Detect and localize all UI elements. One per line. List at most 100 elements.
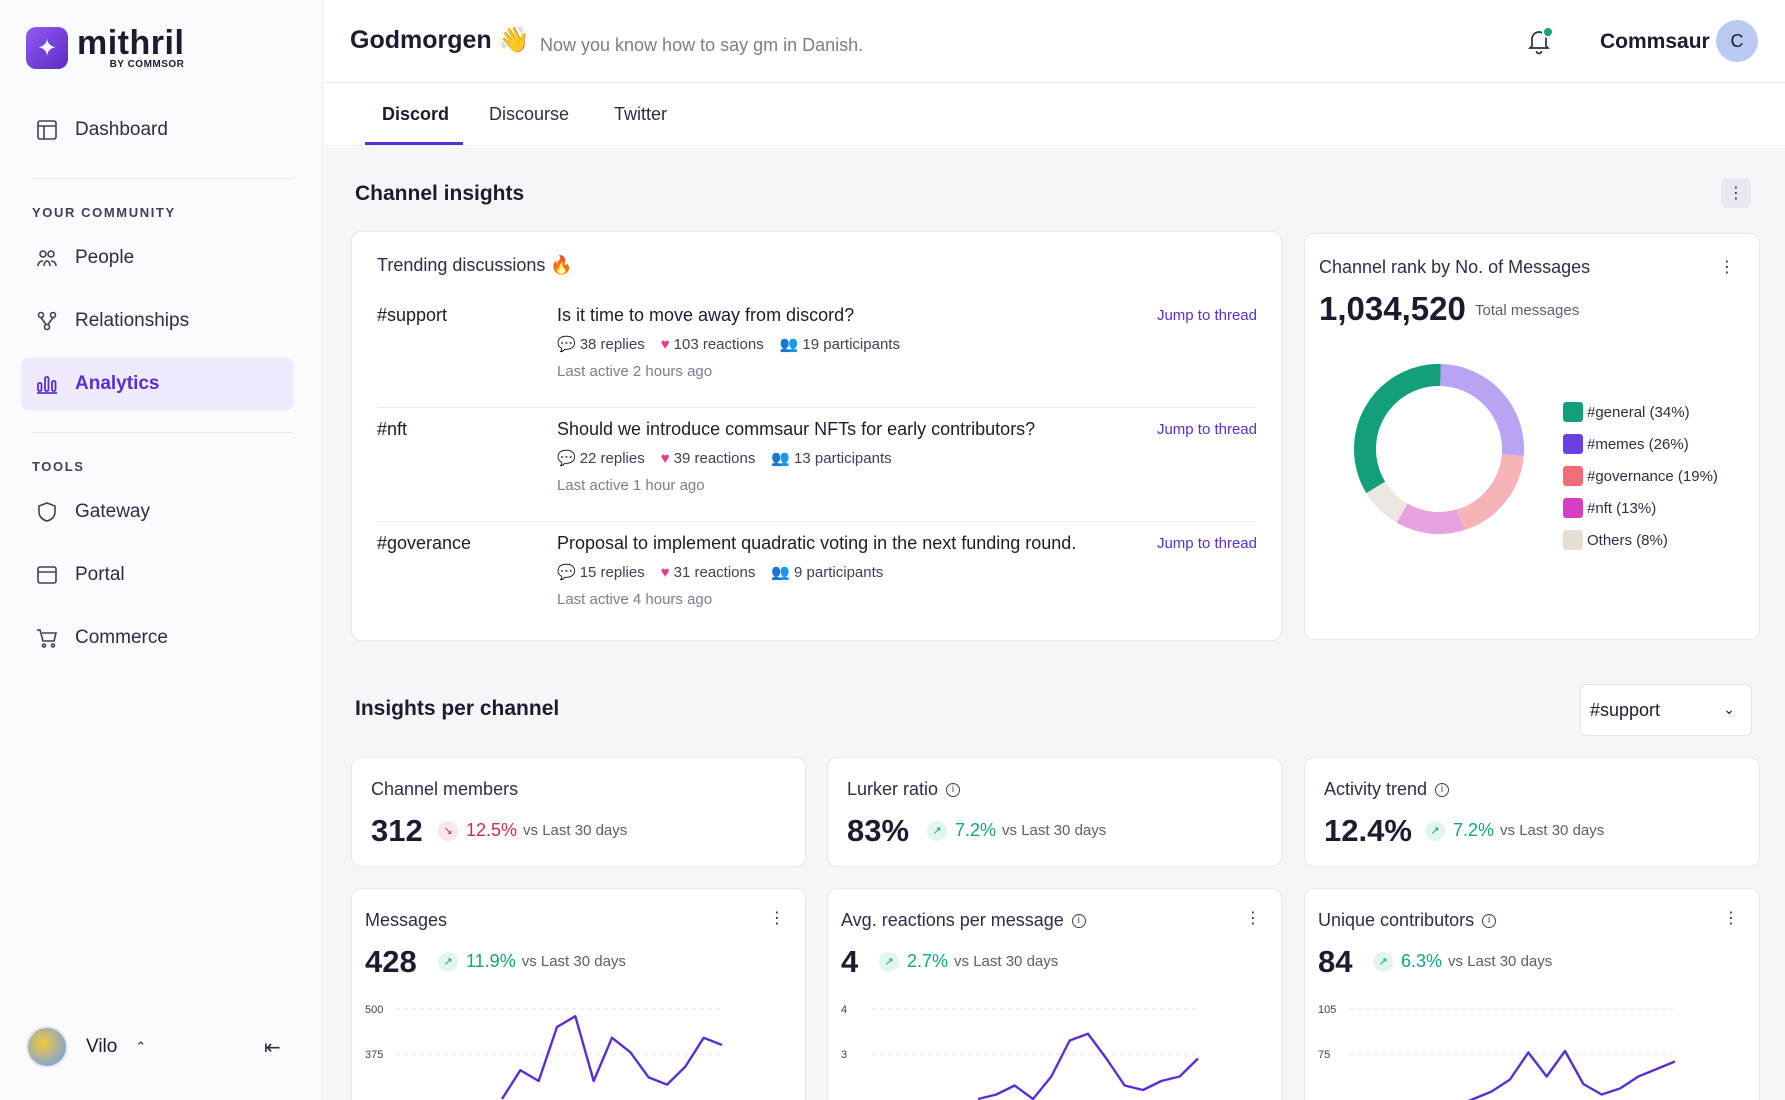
tab-discord[interactable]: Discord <box>382 104 450 124</box>
info-icon[interactable]: i <box>1482 913 1497 928</box>
donut-slice[interactable] <box>1354 364 1441 494</box>
arrow-up-right-icon: ↗ <box>1373 951 1393 972</box>
kpi-delta: ↗ 11.9% vs Last 30 days <box>438 951 626 972</box>
chevron-up-icon: ⌃ <box>135 1039 147 1054</box>
users-icon: 👥 <box>771 450 791 467</box>
kpi-delta: ↘ 12.5% vs Last 30 days <box>438 820 627 841</box>
kpi-delta: ↗ 2.7% vs Last 30 days <box>879 951 1058 972</box>
thread-title[interactable]: Proposal to implement quadratic voting i… <box>557 533 1077 553</box>
donut-slice[interactable] <box>1439 364 1524 457</box>
donut-chart <box>1354 364 1524 534</box>
user-menu[interactable]: Vilo ⌃ <box>26 1026 146 1068</box>
comment-icon: 💬 <box>557 564 576 581</box>
sidebar-item-label: Relationships <box>75 310 190 331</box>
channel-select-value: #support <box>1590 699 1661 720</box>
kpi-title: Avg. reactions per message i <box>841 910 1086 931</box>
legend-swatch <box>1563 466 1583 486</box>
sparkle-icon: ✦ <box>26 27 68 69</box>
jump-to-thread-link[interactable]: Jump to thread <box>1156 307 1257 324</box>
greeting: Godmorgen 👋 <box>350 26 530 54</box>
bar-chart-icon <box>35 372 59 396</box>
logo[interactable]: ✦ mithril BY COMMSOR <box>26 26 184 70</box>
tab-twitter[interactable]: Twitter <box>614 104 668 124</box>
more-options-icon[interactable]: ⋮ <box>1719 259 1735 276</box>
legend-label: #governance (19%) <box>1587 467 1718 485</box>
thread-meta: 💬 15 replies ♥ 31 reactions 👥 9 participant… <box>557 563 884 582</box>
notification-dot <box>1542 26 1554 38</box>
line-chart: 500 375 <box>365 1004 724 1100</box>
sidebar-item-gateway[interactable]: Gateway <box>21 486 293 538</box>
sidebar-item-dashboard[interactable]: Dashboard <box>21 104 293 156</box>
sidebar-item-relationships[interactable]: Relationships <box>21 295 293 347</box>
chart-card-avg-reactions: Avg. reactions per message i ⋮ 4 ↗ 2.7% v… <box>827 888 1282 1100</box>
sidebar-item-label: Dashboard <box>75 119 168 140</box>
thread-meta: 💬 38 replies ♥ 103 reactions 👥 19 participa… <box>557 335 900 354</box>
logo-name: mithril <box>77 24 185 62</box>
section-title: Channel insights <box>355 182 525 205</box>
thread-meta: 💬 22 replies ♥ 39 reactions 👥 13 participan… <box>557 449 892 468</box>
info-icon[interactable]: i <box>1435 782 1450 797</box>
kpi-title: Messages <box>365 910 448 930</box>
main-content: Channel insights ⋮ Trending discussions … <box>324 147 1785 1100</box>
more-options-icon[interactable]: ⋮ <box>1723 910 1739 927</box>
jump-to-thread-link[interactable]: Jump to thread <box>1156 535 1257 552</box>
tab-discourse[interactable]: Discourse <box>489 104 570 124</box>
card-title: Channel rank by No. of Messages <box>1319 257 1591 277</box>
kpi-card-channel-members: Channel members 312 ↘ 12.5% vs Last 30 d… <box>351 757 806 867</box>
info-icon[interactable]: i <box>946 782 961 797</box>
sidebar-item-commerce[interactable]: Commerce <box>21 612 293 664</box>
kpi-value: 12.4% <box>1324 813 1412 848</box>
donut-slice[interactable] <box>1456 453 1524 531</box>
more-options-icon[interactable]: ⋮ <box>1721 178 1751 208</box>
branch-icon <box>35 309 59 333</box>
kpi-value: 312 <box>371 813 423 848</box>
thread-last-active: Last active 4 hours ago <box>557 591 713 608</box>
thread-last-active: Last active 2 hours ago <box>557 363 713 380</box>
chart-legend: #general (34%) #memes (26%) #governance (1… <box>1563 396 1718 556</box>
tab-bar: Discord Discourse Twitter <box>324 84 1785 146</box>
trending-discussions-card: Trending discussions 🔥 #support Is it ti… <box>351 231 1282 641</box>
divider <box>377 521 1256 522</box>
sidebar-item-analytics[interactable]: Analytics <box>21 358 293 410</box>
sidebar-item-people[interactable]: People <box>21 232 293 284</box>
divider <box>32 432 293 433</box>
people-icon <box>35 246 59 270</box>
sidebar-item-label: Commerce <box>75 627 168 648</box>
more-options-icon[interactable]: ⋮ <box>769 910 785 927</box>
kpi-value: 84 <box>1318 944 1353 979</box>
total-messages-label: Total messages <box>1475 302 1580 319</box>
kpi-title: Activity trend i <box>1324 779 1450 800</box>
account-avatar[interactable]: C <box>1716 20 1758 62</box>
thread-last-active: Last active 1 hour ago <box>557 477 705 494</box>
info-icon[interactable]: i <box>1071 913 1086 928</box>
thread-title[interactable]: Should we introduce commsaur NFTs for ea… <box>557 419 1036 439</box>
thread-channel: #goverance <box>377 533 472 553</box>
sidebar: ✦ mithril BY COMMSOR Dashboard YOUR COMM… <box>0 0 323 1100</box>
y-tick-label: 375 <box>365 1049 383 1061</box>
thread-channel: #support <box>377 305 448 325</box>
donut-slice[interactable] <box>1366 481 1408 523</box>
y-tick-label: 500 <box>365 1004 383 1016</box>
channel-select[interactable]: #support ⌄ <box>1580 684 1752 736</box>
heart-icon: ♥ <box>660 449 670 467</box>
collapse-sidebar-icon[interactable]: ⇤ <box>264 1037 281 1059</box>
legend-label: #memes (26%) <box>1587 435 1689 453</box>
y-tick-label: 4 <box>841 1004 847 1016</box>
kpi-card-lurker-ratio: Lurker ratio i 83% ↗ 7.2% vs Last 30 days <box>827 757 1282 867</box>
user-name: Vilo <box>86 1036 118 1057</box>
divider <box>377 407 1256 408</box>
kpi-value: 428 <box>365 944 417 979</box>
donut-slice[interactable] <box>1396 503 1464 534</box>
y-tick-label: 105 <box>1318 1004 1336 1016</box>
more-options-icon[interactable]: ⋮ <box>1245 910 1261 927</box>
shield-icon <box>35 500 59 524</box>
window-icon <box>35 563 59 587</box>
thread-title[interactable]: Is it time to move away from discord? <box>557 305 855 325</box>
kpi-title: Channel members <box>371 779 519 799</box>
legend-swatch <box>1563 434 1583 454</box>
account-name[interactable]: Commsaur <box>1600 30 1710 53</box>
sidebar-item-label: Analytics <box>75 373 160 394</box>
jump-to-thread-link[interactable]: Jump to thread <box>1156 421 1257 438</box>
sidebar-item-portal[interactable]: Portal <box>21 549 293 601</box>
line-chart: 43 <box>841 1004 1200 1100</box>
